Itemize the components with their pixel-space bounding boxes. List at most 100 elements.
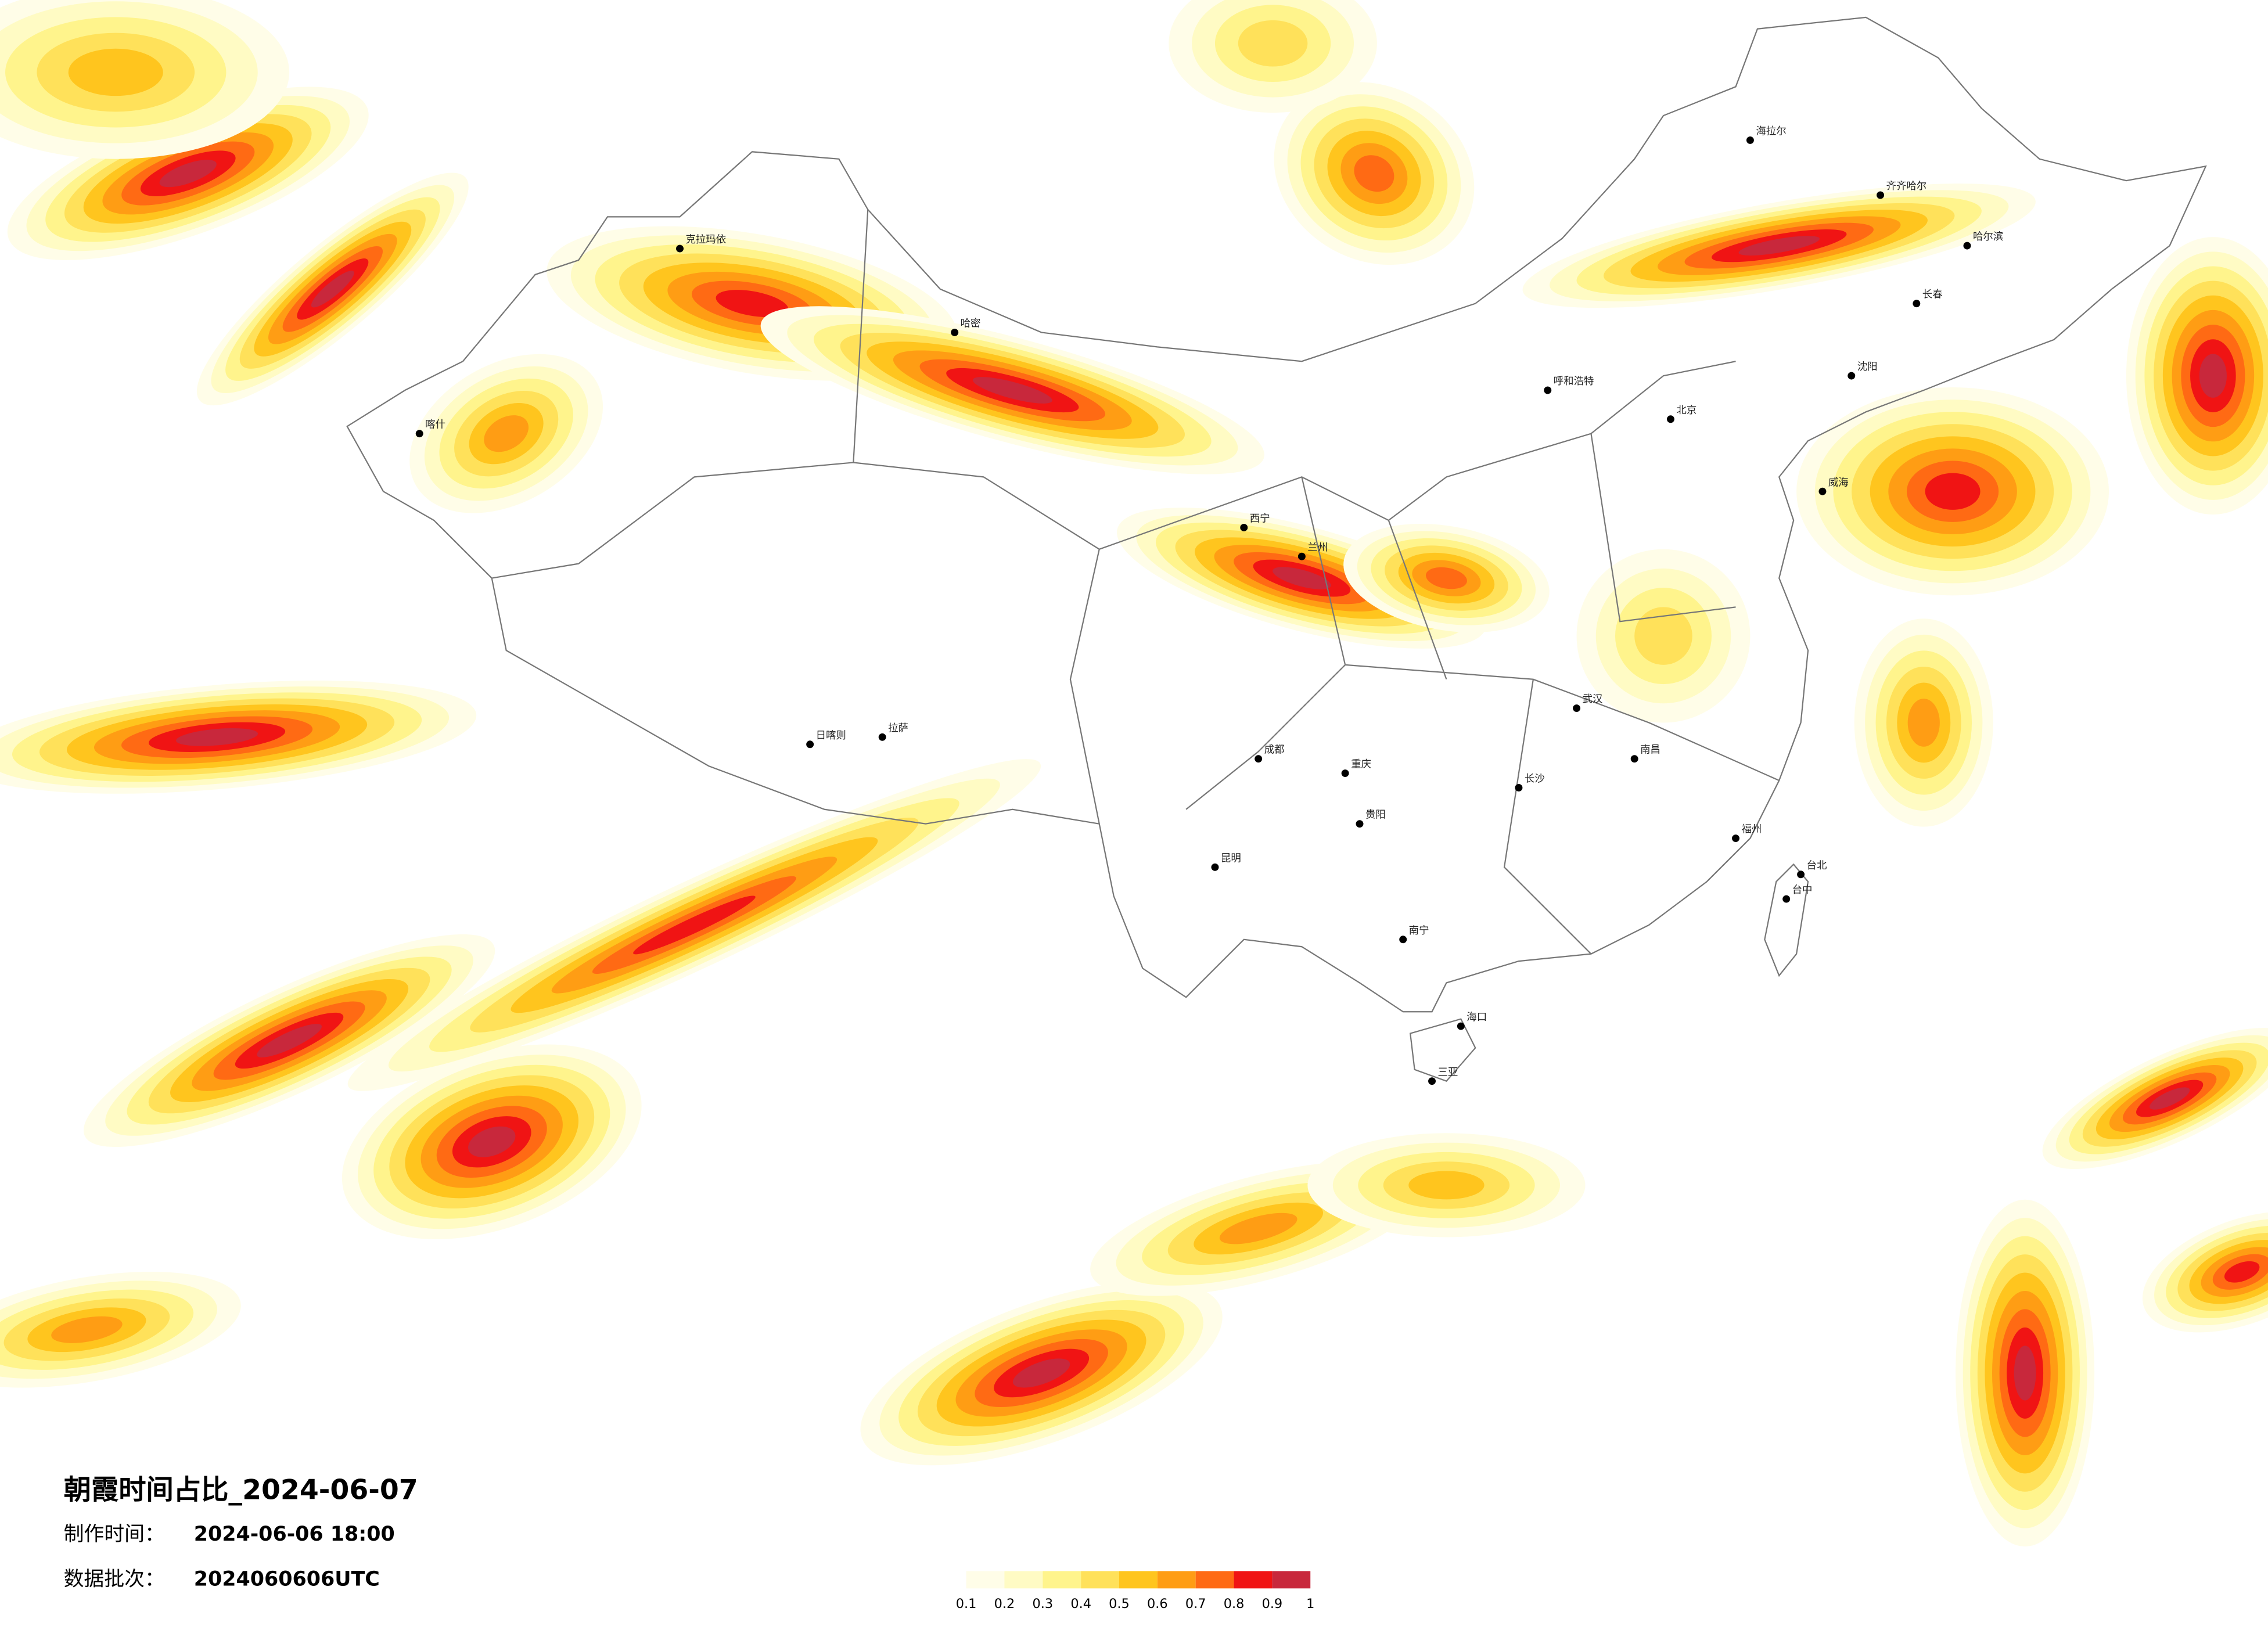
city-dot	[806, 740, 814, 749]
city-dot	[1240, 523, 1248, 531]
city-dot	[1255, 755, 1263, 763]
borders	[346, 16, 2207, 1082]
city-label: 南昌	[1640, 744, 1660, 756]
legend-swatch	[1119, 1571, 1158, 1589]
field-patch	[2014, 1346, 2036, 1401]
city-dot	[676, 244, 684, 253]
city-label: 长沙	[1525, 774, 1545, 785]
hainan-outline	[1409, 1018, 1476, 1082]
city-dot	[878, 733, 886, 741]
legend-tick-label: 0.1	[956, 1596, 977, 1611]
city-dot	[1782, 895, 1791, 903]
legend-swatch	[1272, 1571, 1311, 1589]
city-label: 福州	[1741, 824, 1762, 836]
city-dot	[1630, 755, 1638, 763]
legend-tick-label: 0.6	[1147, 1596, 1168, 1611]
legend-swatch	[1004, 1571, 1043, 1589]
field-patch	[716, 290, 789, 318]
city-label: 拉萨	[888, 722, 908, 734]
city-label: 南宁	[1409, 925, 1429, 937]
city-label: 克拉玛依	[685, 234, 726, 246]
city-label: 台中	[1792, 884, 1813, 896]
legend: 0.1 0.2 0.3 0.4 0.5 0.6 0.7 0.8 0.9 1	[956, 1571, 1314, 1611]
city-dot	[1913, 300, 1921, 308]
city-dot	[1341, 769, 1349, 778]
field-patch	[159, 160, 217, 188]
field-patch	[2199, 354, 2227, 398]
field-patch	[468, 1126, 516, 1157]
city-dot	[1573, 704, 1581, 713]
city-label: 北京	[1676, 405, 1696, 416]
field-patch	[1425, 567, 1467, 589]
map-title: 朝霞时间占比_2024-06-07	[64, 1474, 418, 1506]
legend-swatch	[1234, 1571, 1273, 1589]
city-label: 三亚	[1437, 1067, 1458, 1078]
city-label: 台北	[1807, 860, 1827, 872]
city-dot	[1297, 552, 1306, 560]
city-label: 呼和浩特	[1554, 376, 1594, 387]
legend-tick-label: 0.9	[1262, 1596, 1283, 1611]
legend-tick-label: 1	[1306, 1596, 1314, 1611]
batch-value: 2024060606UTC	[194, 1567, 380, 1591]
city-label: 西宁	[1250, 513, 1270, 525]
city-dot	[1666, 415, 1674, 423]
city-label: 武汉	[1583, 694, 1603, 706]
city-dot	[1877, 191, 1885, 199]
taiwan-outline	[1764, 863, 1809, 977]
city-dot	[1356, 820, 1364, 828]
field-patch	[51, 1316, 123, 1343]
field-patch	[1925, 473, 1981, 510]
field-patch	[176, 728, 258, 746]
city-label: 海口	[1467, 1012, 1487, 1023]
legend-tick-label: 0.5	[1109, 1596, 1130, 1611]
legend-swatch	[1043, 1571, 1081, 1589]
batch-label: 数据批次：	[64, 1567, 165, 1591]
legend-tick-label: 0.7	[1185, 1596, 1206, 1611]
field-patch	[257, 1024, 322, 1057]
legend-swatch	[1081, 1571, 1119, 1589]
city-dot	[1732, 834, 1739, 843]
city-label: 哈密	[961, 318, 981, 330]
city-label: 沈阳	[1857, 361, 1878, 373]
production-time: 2024-06-06 18:00	[194, 1523, 395, 1546]
field-layer	[0, 0, 2268, 1547]
field-patch	[2224, 1261, 2260, 1283]
city-dot	[1457, 1022, 1465, 1030]
field-patch	[1012, 1358, 1070, 1388]
city-label: 兰州	[1307, 542, 1328, 553]
city-dot	[1848, 372, 1856, 380]
china-outline	[346, 16, 2207, 1013]
field-patch	[1634, 607, 1692, 665]
field-patch	[1238, 20, 1308, 67]
city-dot	[1544, 386, 1552, 394]
city-label: 威海	[1828, 477, 1849, 488]
city-dot	[1797, 870, 1805, 879]
field-patch	[1907, 699, 1940, 747]
legend-tick-label: 0.2	[994, 1596, 1015, 1611]
legend-swatch	[966, 1571, 1005, 1589]
legend-swatch	[1195, 1571, 1234, 1589]
city-dot	[1399, 936, 1407, 944]
city-label: 重庆	[1351, 759, 1371, 771]
field-patch	[633, 895, 756, 955]
city-label: 日喀则	[816, 730, 846, 742]
field-patch	[1354, 155, 1394, 192]
city-dot	[1515, 783, 1523, 792]
production-label: 制作时间：	[64, 1523, 165, 1546]
field-patch	[2150, 1087, 2190, 1110]
city-label: 哈尔滨	[1973, 231, 2003, 243]
city-dot	[1746, 136, 1754, 144]
legend-tick-label: 0.3	[1032, 1596, 1053, 1611]
city-dot	[1211, 863, 1219, 871]
field-patch	[484, 415, 529, 452]
legend-tick-label: 0.4	[1070, 1596, 1091, 1611]
legend-tick-label: 0.8	[1224, 1596, 1245, 1611]
field-patch	[1273, 567, 1331, 589]
city-dot	[1963, 242, 1971, 250]
city-label: 齐齐哈尔	[1886, 181, 1927, 192]
field-patch	[1219, 1213, 1297, 1244]
city-label: 成都	[1264, 744, 1285, 756]
